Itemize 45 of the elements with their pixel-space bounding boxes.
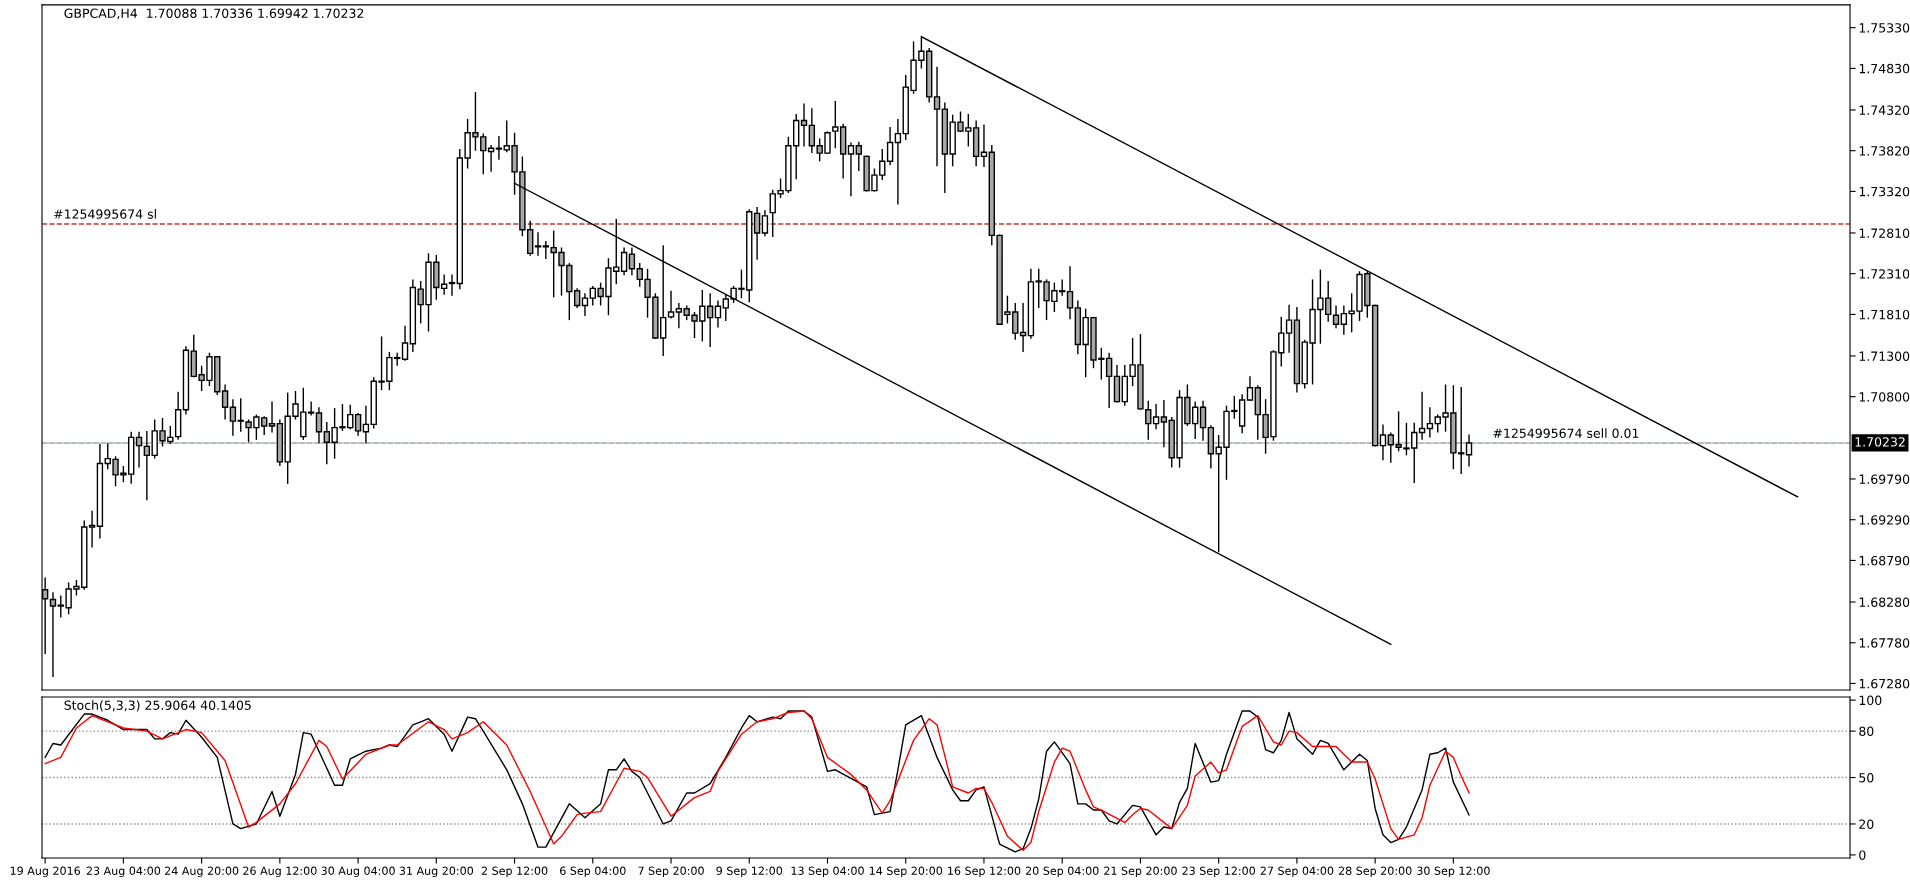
y-tick-label: 1.73320 <box>1859 186 1910 197</box>
category-label: 30 Sep 12:00 <box>1417 866 1490 878</box>
category-label: 6 Sep 04:00 <box>560 866 626 878</box>
y-tick-label: 1.68790 <box>1859 555 1910 566</box>
y-tick-label: 1.67280 <box>1859 678 1910 689</box>
category-label: 20 Sep 04:00 <box>1025 866 1099 878</box>
y-tick-label: 1.72310 <box>1859 269 1910 279</box>
y-tick-label: 1.74830 <box>1859 63 1910 74</box>
y-tick-label: 1.71810 <box>1859 309 1910 320</box>
category-label: 13 Sep 04:00 <box>791 866 864 878</box>
category-label: 27 Sep 04:00 <box>1260 866 1334 878</box>
ref-line-label: 1.70232 <box>1855 437 1905 447</box>
category-label: 2 Sep 12:00 <box>481 866 548 878</box>
y-tick-label: 0 <box>1859 850 1866 860</box>
y-tick-label: 1.68280 <box>1859 597 1910 607</box>
category-label: 7 Sep 20:00 <box>638 866 704 878</box>
y-tick-label: 1.72810 <box>1859 228 1910 238</box>
ref-line-label: #1254995674 sl <box>54 209 156 219</box>
y-tick-label: 1.74320 <box>1859 105 1910 115</box>
category-label: 26 Aug 12:00 <box>243 866 317 878</box>
y-tick-label: 1.71300 <box>1859 351 1910 361</box>
category-label: 14 Sep 20:00 <box>869 866 943 878</box>
y-tick-label: 1.73820 <box>1859 146 1910 156</box>
y-tick-label: 1.75330 <box>1859 23 1910 33</box>
category-label: 19 Aug 2016 <box>10 866 81 878</box>
y-tick-label: 80 <box>1859 726 1874 737</box>
y-tick-label: 1.69290 <box>1859 515 1910 525</box>
category-label: 31 Aug 20:00 <box>399 866 474 878</box>
ref-line-label: #1254995674 sell 0.01 <box>1493 428 1639 438</box>
y-tick-label: 1.70800 <box>1859 392 1910 402</box>
category-label: 30 Aug 04:00 <box>321 866 395 878</box>
y-tick-label: 1.69790 <box>1859 474 1910 484</box>
chart-title: GBPCAD,H4 1.70088 1.70336 1.69942 1.70232 <box>64 8 364 20</box>
y-tick-label: 100 <box>1859 695 1882 706</box>
category-label: 9 Sep 12:00 <box>716 866 783 878</box>
category-label: 21 Sep 20:00 <box>1104 866 1177 878</box>
y-tick-label: 1.67780 <box>1859 638 1910 648</box>
category-label: 16 Sep 12:00 <box>948 866 1021 878</box>
category-label: 23 Aug 04:00 <box>86 866 161 878</box>
chart-title: Stoch(5,3,3) 25.9064 40.1405 <box>64 700 251 712</box>
category-label: 24 Aug 20:00 <box>164 866 239 878</box>
y-tick-label: 50 <box>1859 772 1874 783</box>
category-label: 28 Sep 20:00 <box>1338 866 1412 878</box>
y-tick-label: 20 <box>1859 819 1874 829</box>
category-label: 23 Sep 12:00 <box>1182 866 1256 878</box>
